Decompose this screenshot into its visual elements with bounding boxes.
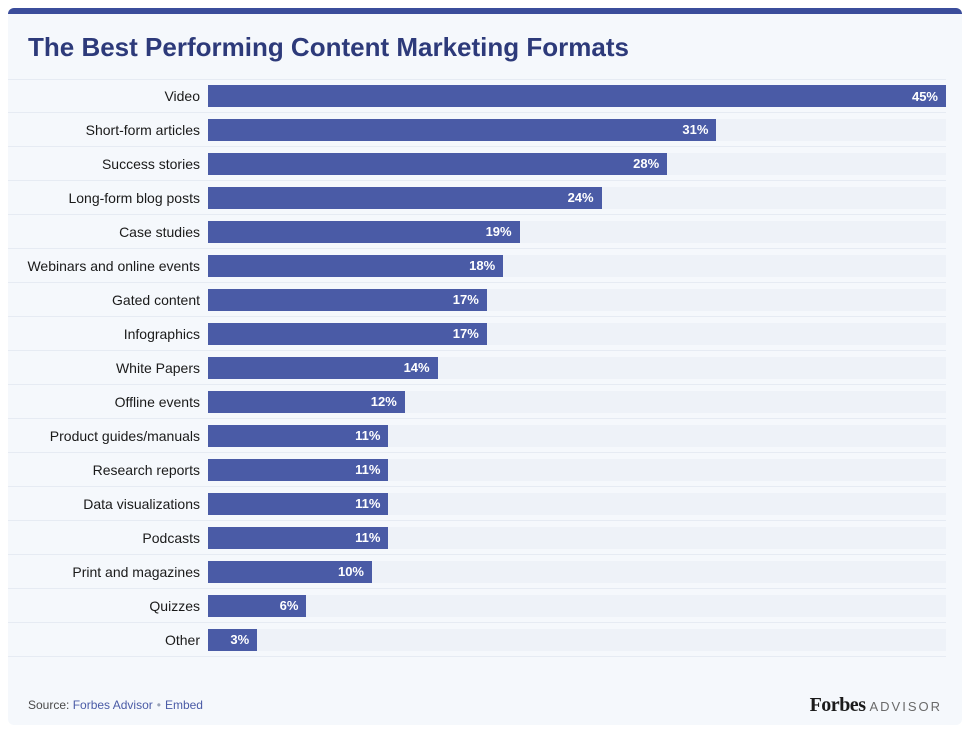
bar-value: 11% [355,428,388,443]
bar-label: Data visualizations [8,496,208,512]
bar-chart: Video 45% Short-form articles 31% Success st… [8,79,962,657]
chart-row: Quizzes 6% [8,589,946,623]
bar-value: 11% [355,496,388,511]
bar-track: 31% [208,119,946,141]
brand-logo: ForbesADVISOR [810,694,942,717]
bar-value: 10% [338,564,372,579]
bar-fill: 31% [208,119,716,141]
source-prefix: Source: [28,698,73,712]
chart-row: Podcasts 11% [8,521,946,555]
chart-row: Product guides/manuals 11% [8,419,946,453]
chart-row: Short-form articles 31% [8,113,946,147]
chart-row: Webinars and online events 18% [8,249,946,283]
bar-label: Offline events [8,394,208,410]
chart-card: The Best Performing Content Marketing Fo… [8,8,962,725]
bar-fill: 11% [208,527,388,549]
chart-row: Research reports 11% [8,453,946,487]
bar-track: 19% [208,221,946,243]
bar-fill: 12% [208,391,405,413]
chart-row: White Papers 14% [8,351,946,385]
bar-track: 24% [208,187,946,209]
bar-fill: 24% [208,187,602,209]
bar-fill: 10% [208,561,372,583]
chart-row: Offline events 12% [8,385,946,419]
bar-value: 11% [355,462,388,477]
bar-label: Infographics [8,326,208,342]
chart-row: Video 45% [8,79,946,113]
separator: • [157,698,161,712]
chart-row: Other 3% [8,623,946,657]
bar-label: Product guides/manuals [8,428,208,444]
bar-fill: 11% [208,493,388,515]
bar-value: 17% [453,326,487,341]
bar-label: Quizzes [8,598,208,614]
chart-row: Print and magazines 10% [8,555,946,589]
bar-track: 11% [208,493,946,515]
bar-fill: 6% [208,595,306,617]
bar-fill: 17% [208,289,487,311]
bar-track: 45% [208,85,946,107]
bar-value: 18% [469,258,503,273]
bar-label: Research reports [8,462,208,478]
bar-value: 12% [371,394,405,409]
chart-row: Success stories 28% [8,147,946,181]
bar-label: Long-form blog posts [8,190,208,206]
bar-track: 11% [208,425,946,447]
bar-track: 11% [208,527,946,549]
bar-track: 3% [208,629,946,651]
bar-value: 31% [682,122,716,137]
chart-title: The Best Performing Content Marketing Fo… [8,14,962,79]
bar-value: 19% [486,224,520,239]
bar-label: Short-form articles [8,122,208,138]
bar-track: 11% [208,459,946,481]
bar-label: Success stories [8,156,208,172]
brand-main: Forbes [810,694,866,716]
bar-fill: 11% [208,459,388,481]
bar-value: 28% [633,156,667,171]
chart-row: Gated content 17% [8,283,946,317]
bar-fill: 11% [208,425,388,447]
bar-track: 12% [208,391,946,413]
bar-fill: 3% [208,629,257,651]
bar-value: 6% [280,598,307,613]
bar-track: 17% [208,289,946,311]
source-line: Source: Forbes Advisor • Embed [28,698,203,712]
bar-fill: 17% [208,323,487,345]
bar-fill: 18% [208,255,503,277]
bar-value: 45% [912,89,946,104]
bar-label: White Papers [8,360,208,376]
bar-track: 14% [208,357,946,379]
bar-value: 24% [568,190,602,205]
bar-value: 3% [230,632,257,647]
brand-sub: ADVISOR [869,699,942,714]
bar-label: Case studies [8,224,208,240]
bar-track: 28% [208,153,946,175]
bar-track: 6% [208,595,946,617]
chart-row: Data visualizations 11% [8,487,946,521]
source-link[interactable]: Forbes Advisor [73,698,153,712]
bar-track: 17% [208,323,946,345]
bar-fill: 28% [208,153,667,175]
bar-label: Podcasts [8,530,208,546]
chart-row: Case studies 19% [8,215,946,249]
bar-label: Webinars and online events [8,258,208,274]
embed-link[interactable]: Embed [165,698,203,712]
bar-track: 18% [208,255,946,277]
chart-row: Infographics 17% [8,317,946,351]
chart-footer: Source: Forbes Advisor • Embed ForbesADVIS… [8,685,962,725]
chart-row: Long-form blog posts 24% [8,181,946,215]
bar-value: 17% [453,292,487,307]
bar-fill: 14% [208,357,438,379]
bar-label: Gated content [8,292,208,308]
bar-value: 11% [355,530,388,545]
bar-value: 14% [404,360,438,375]
bar-label: Other [8,632,208,648]
bar-label: Print and magazines [8,564,208,580]
bar-fill: 19% [208,221,520,243]
bar-track: 10% [208,561,946,583]
bar-label: Video [8,88,208,104]
bar-fill: 45% [208,85,946,107]
